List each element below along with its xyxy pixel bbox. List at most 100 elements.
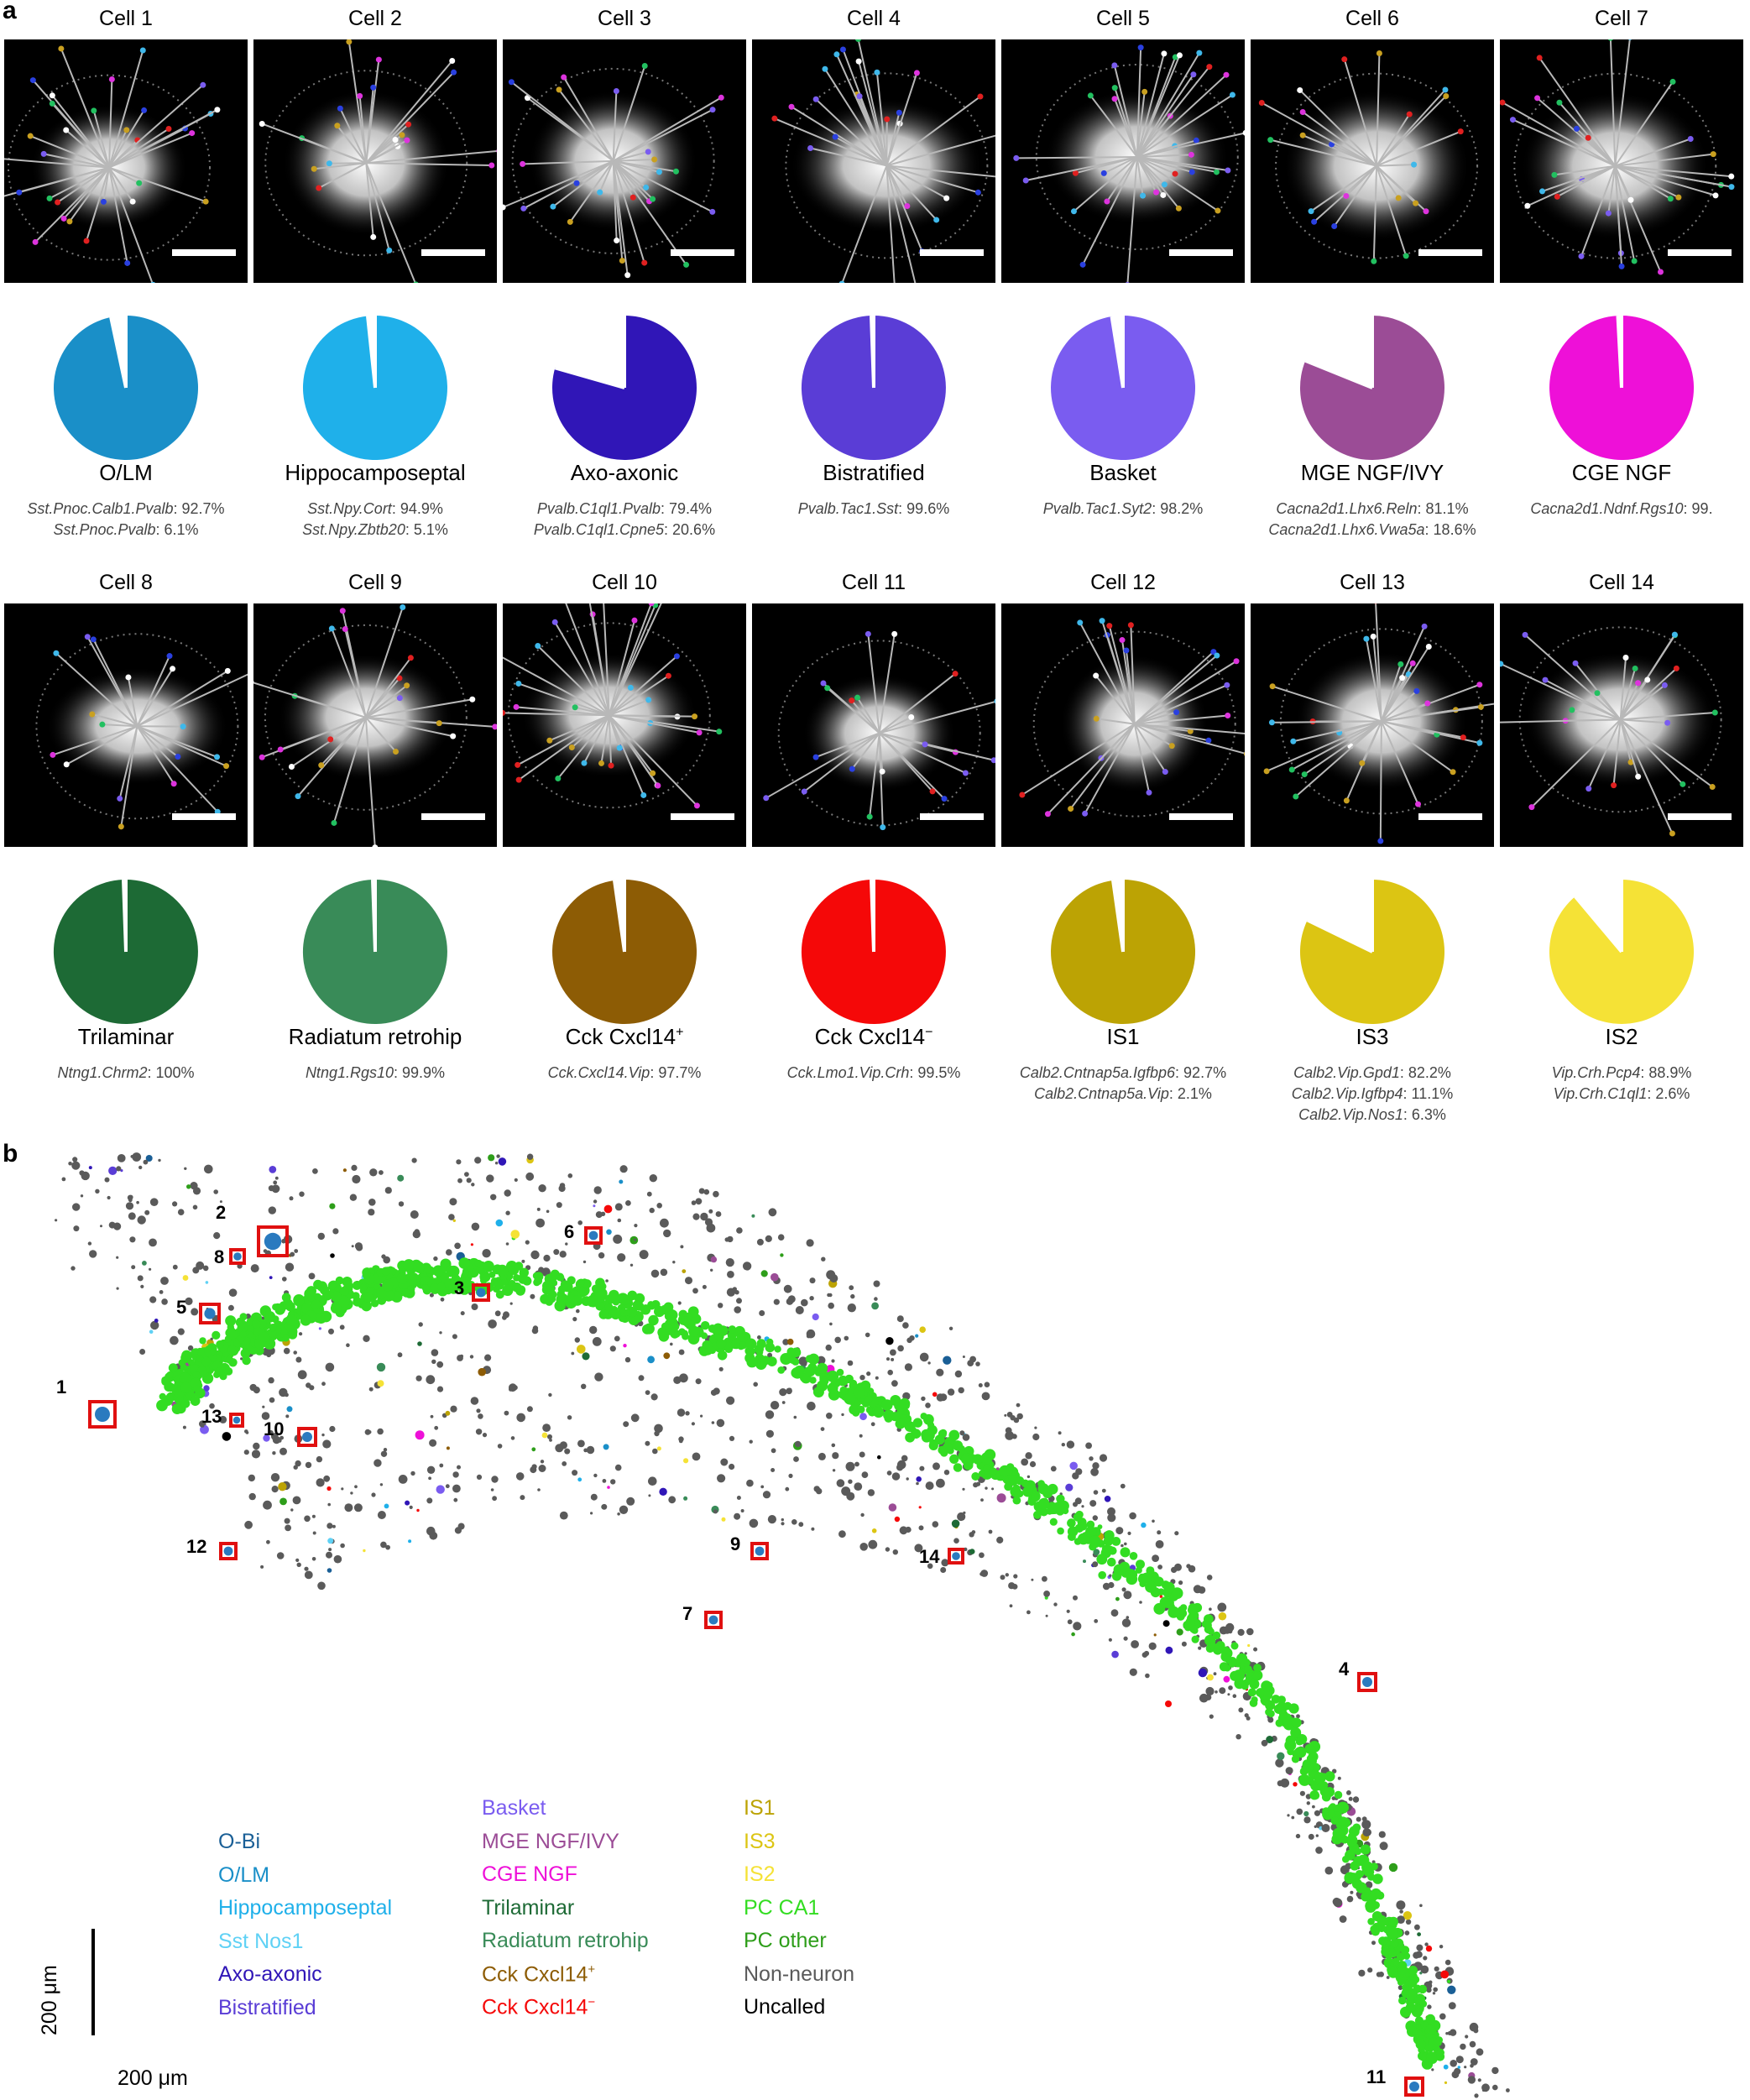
cell-dot [269,1397,275,1403]
cell-dot [1104,1496,1111,1502]
pyramidal-cell-dot [1096,1554,1108,1565]
cell-dot [95,1188,100,1194]
pyramidal-cell-dot [505,1261,518,1272]
read-marker [1635,773,1642,780]
image-scale-bar [920,813,984,820]
cell-dot [1426,1987,1432,1993]
pyramidal-cell-dot [282,1335,290,1342]
cell-dot [158,1158,161,1162]
cell-dot [1417,1932,1421,1936]
pyramidal-cell-dot [329,1282,337,1290]
cell-dot [261,1316,265,1320]
pyramidal-cell-dot [496,1264,509,1277]
pyramidal-cell-dot [1314,1772,1326,1784]
read-marker [1188,151,1194,158]
cell-dot [678,1436,684,1442]
imaged-cell-box [297,1427,317,1447]
cell-dot [1159,1595,1163,1598]
cell-dot [383,1448,388,1452]
cell-dot [1121,1587,1126,1592]
cell-dot [650,1269,660,1278]
read-assignment-line [1587,137,1617,167]
read-marker [801,788,807,795]
cell-title: Cell 1 [99,7,153,30]
read-assignment-line [612,160,687,266]
pyramidal-cell-dot [239,1330,247,1338]
pyramidal-cell-dot [1057,1527,1064,1535]
cell-dot [269,1276,273,1279]
subtype-name: Pvalb.C1ql1.Pvalb [536,500,661,517]
read-marker [1528,804,1535,811]
read-assignment-line [1381,703,1429,723]
read-marker [977,93,984,100]
subtype-mapping-line: Ntng1.Chrm2: 100% [0,1063,264,1084]
read-assignment-line [869,733,880,818]
read-assignment-line [1376,165,1408,257]
cell-dot [470,1397,479,1405]
read-assignment-line [1079,622,1136,725]
read-assignment-line [517,714,610,766]
read-marker [709,107,716,113]
pyramidal-cell-dot [403,1259,415,1271]
subtype-percent: : 11.1% [1403,1085,1454,1102]
cell-boundary [264,70,468,257]
cell-dot [791,1519,797,1525]
cell-type-pie [53,879,198,1024]
cell-dot [825,1344,832,1351]
cell-dot [1443,2064,1449,2070]
cell-type-name-text: IS2 [1605,1024,1638,1049]
pyramidal-cell-dot [827,1370,839,1382]
cell-dot [1094,1619,1099,1623]
pyramidal-cell-dot [1295,1737,1304,1746]
cell-dot [448,1214,455,1220]
read-assignment-line [1082,156,1138,265]
read-assignment-line [1502,102,1616,167]
cell-dot [1126,1616,1130,1619]
pyramidal-cell-dot [1376,1891,1385,1900]
legend-item: O/LM [218,1863,269,1888]
cell-dot [1053,1602,1058,1606]
cell-dot [1275,1758,1284,1768]
cell-dot [921,1396,926,1402]
read-assignment-line [314,162,367,170]
pyramidal-cell-dot [1348,1832,1356,1840]
read-marker [46,195,53,201]
cell-dot [1005,1573,1010,1577]
read-marker [118,823,124,830]
cell-dot [844,1335,849,1341]
cell-dot [781,1401,786,1404]
read-assignment-line [1372,165,1378,262]
read-assignment-line [1136,156,1166,185]
cell-dot [614,1203,623,1211]
read-marker [535,643,541,650]
read-assignment-line [1126,650,1136,724]
read-marker [656,169,662,175]
cell-dot [504,1189,511,1197]
imaged-cell-box [584,1226,603,1245]
cell-dot [327,1538,334,1544]
cell-dot [1469,2040,1476,2048]
pyramidal-cell-dot [827,1382,838,1394]
pyramidal-cell-dot [939,1429,948,1437]
cell-image [253,603,497,847]
pyramidal-cell-dot [1031,1491,1041,1502]
read-marker [631,617,638,624]
read-marker [696,729,703,736]
pyramidal-cell-dot [844,1392,856,1405]
cell-dot [137,1275,144,1282]
cell-dot [125,1202,134,1210]
read-marker [1173,709,1180,716]
map-cell-number: 1 [56,1376,67,1397]
cell-dot [1016,1413,1023,1420]
cell-dot [847,1303,856,1313]
read-marker [1343,797,1350,804]
pyramidal-cell-dot [1049,1518,1058,1526]
cell-dot [139,1349,146,1355]
cell-dot [1474,2093,1479,2098]
cell-dot [1120,1483,1126,1489]
cell-dot [1108,1638,1112,1642]
read-marker [1196,50,1203,56]
cell-dot [868,1539,878,1549]
read-assignment-line [34,166,110,243]
cell-dot [721,1517,726,1522]
